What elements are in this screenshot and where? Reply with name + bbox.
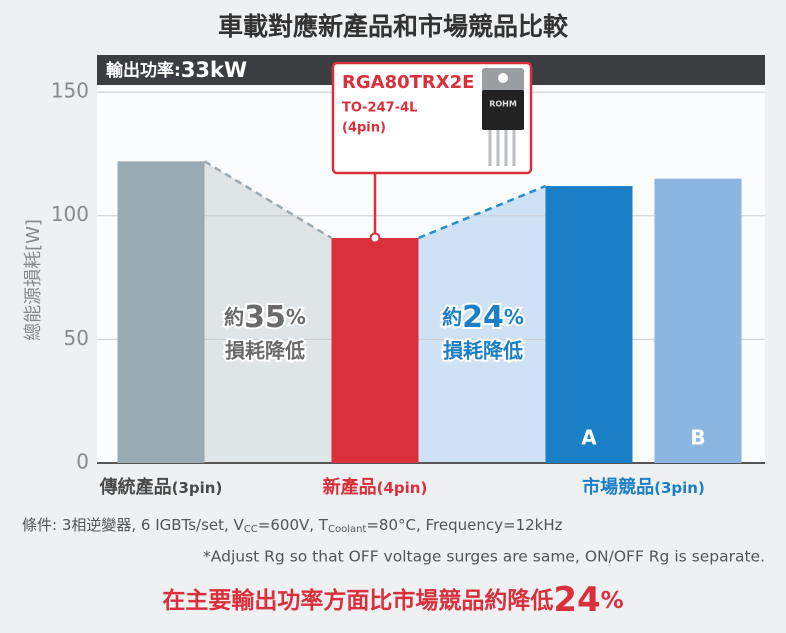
y-tick-label: 50 (64, 326, 89, 350)
note: *Adjust Rg so that OFF voltage surges ar… (203, 548, 765, 566)
reduction-prefix: 約 (442, 305, 462, 329)
reduction-unit: % (504, 305, 524, 329)
y-tick-label: 0 (76, 450, 89, 474)
y-tick-label: 150 (51, 79, 89, 103)
condition-text: =80°C, Frequency=12kHz (366, 516, 562, 534)
reduction-value: 約35% (224, 300, 306, 335)
bar (545, 186, 633, 463)
chip-body (482, 90, 524, 130)
bar-label: A (581, 426, 597, 450)
chip-logo: ROHM (489, 100, 517, 109)
conclusion-unit: % (601, 588, 624, 614)
reduction-dash (418, 184, 546, 240)
chip-lead (496, 130, 500, 166)
reduction-value: 約24% (442, 300, 524, 335)
chip-lead (488, 130, 492, 166)
group-name: 新產品 (323, 476, 377, 498)
callout-package: TO-247-4L (342, 101, 417, 116)
bar (331, 237, 419, 463)
callout-part: RGA80TRX2E (342, 72, 474, 93)
bar (117, 161, 205, 463)
chip-lead (504, 130, 508, 166)
group-pins: (3pin) (172, 479, 223, 497)
callout-box (331, 61, 533, 175)
y-tick-label: 100 (51, 202, 89, 226)
condition-text: 條件: 3相逆變器, 6 IGBTs/set, V (22, 516, 245, 534)
condition-text: =600V, T (258, 516, 329, 534)
reduction-text: 損耗降低 (443, 339, 523, 363)
callout-pins: (4pin) (342, 121, 386, 136)
x-group-label: 新產品(4pin) (323, 476, 428, 498)
group-pins: (3pin) (654, 479, 705, 497)
conditions: 條件: 3相逆變器, 6 IGBTs/set, VCC=600V, TCoola… (22, 516, 563, 536)
condition-subscript: Coolant (328, 524, 366, 535)
chip-lead (512, 130, 516, 166)
reduction-unit: % (286, 305, 306, 329)
x-group-label: 市場競品(3pin) (582, 476, 705, 498)
banner-label: 輸出功率: (106, 60, 181, 81)
reduction-prefix: 約 (224, 305, 244, 329)
reduction-number: 24 (462, 300, 504, 335)
reduction-dash (203, 160, 333, 240)
reduction-shade (204, 161, 332, 463)
conclusion-text: 在主要輸出功率方面比市場競品約降低 (162, 587, 553, 614)
chart-title: 車載對應新產品和市場競品比較 (218, 12, 569, 41)
conclusion-value: 24 (553, 580, 600, 620)
callout-dot (369, 232, 381, 244)
group-name: 傳統產品 (99, 476, 172, 498)
y-axis-label: 總能源損耗[W] (23, 219, 44, 341)
bar (654, 178, 742, 464)
reduction-shade (418, 186, 546, 463)
reduction-number: 35 (244, 300, 286, 335)
reduction-text: 損耗降低 (225, 339, 305, 363)
conclusion: 在主要輸出功率方面比市場競品約降低24% (162, 580, 623, 620)
condition-subscript: CC (244, 524, 258, 535)
x-group-label: 傳統產品(3pin) (99, 476, 223, 498)
bar-label: B (690, 426, 705, 450)
group-pins: (4pin) (377, 479, 428, 497)
banner-text: 輸出功率:33kW (106, 58, 247, 82)
banner-value: 33kW (181, 58, 247, 82)
group-name: 市場競品 (582, 476, 654, 498)
chip-hole (498, 73, 508, 83)
